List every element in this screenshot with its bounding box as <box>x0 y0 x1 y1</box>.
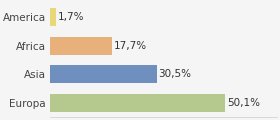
Text: 1,7%: 1,7% <box>58 12 84 22</box>
Text: 50,1%: 50,1% <box>227 98 260 108</box>
Bar <box>50 66 157 83</box>
Text: 17,7%: 17,7% <box>114 41 147 51</box>
Bar <box>50 94 225 112</box>
Bar <box>50 8 56 26</box>
Bar <box>50 37 112 54</box>
Text: 30,5%: 30,5% <box>158 69 192 79</box>
